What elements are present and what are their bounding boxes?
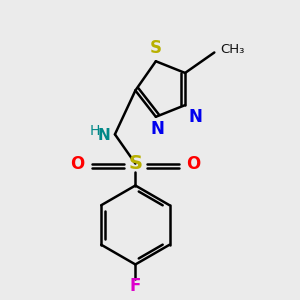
Text: H: H (90, 124, 100, 138)
Text: S: S (128, 154, 142, 173)
Text: F: F (130, 278, 141, 296)
Text: N: N (188, 108, 202, 126)
Text: O: O (187, 154, 201, 172)
Text: CH₃: CH₃ (220, 43, 244, 56)
Text: S: S (150, 39, 162, 57)
Text: N: N (98, 128, 110, 143)
Text: O: O (70, 154, 84, 172)
Text: N: N (150, 120, 164, 138)
